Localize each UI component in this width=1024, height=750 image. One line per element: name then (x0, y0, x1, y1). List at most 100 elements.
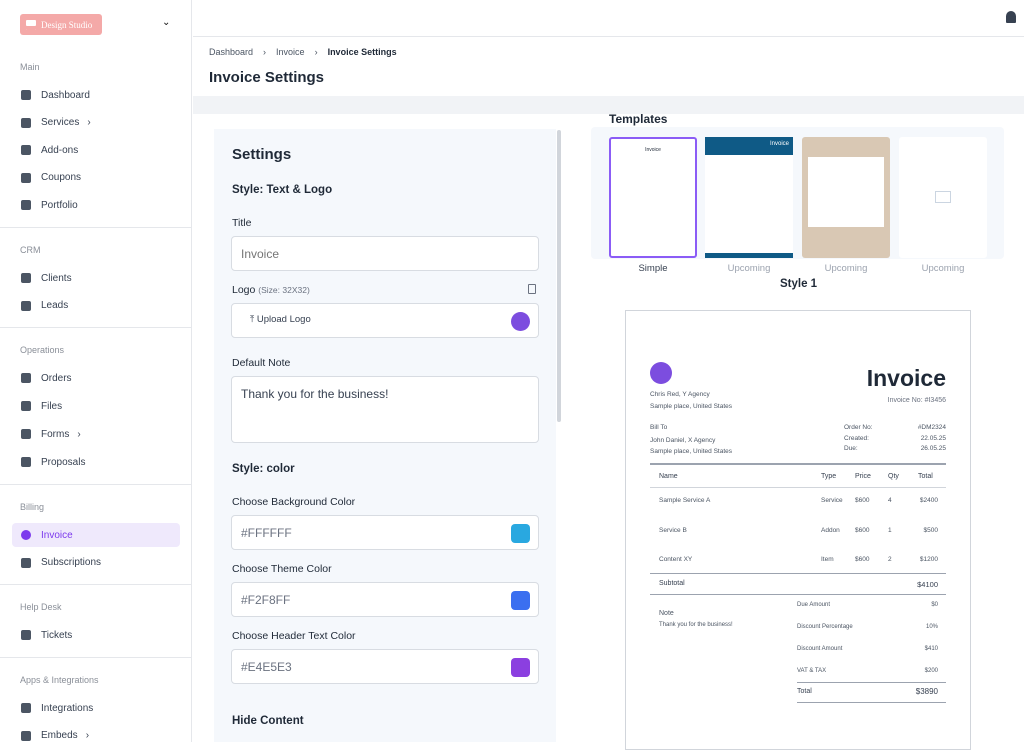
invoice-text: Created: (844, 434, 869, 442)
divider-band (193, 96, 1024, 114)
table-cell: 1 (888, 526, 892, 534)
puzzle-icon (21, 145, 31, 155)
sidebar-item-orders[interactable]: Orders (12, 366, 180, 390)
title-label: Title (232, 217, 252, 229)
default-note-textarea[interactable]: Thank you for the business! (231, 376, 539, 443)
sidebar-item-invoice[interactable]: Invoice (12, 523, 180, 547)
sidebar-item-add-ons[interactable]: Add-ons (12, 138, 180, 162)
section-label: Apps & Integrations (20, 675, 99, 685)
title-input[interactable] (231, 236, 539, 271)
logo-preview-icon (511, 312, 530, 331)
template-card[interactable]: Invoice (609, 137, 697, 258)
header-color-input[interactable]: #E4E5E3 (231, 649, 539, 684)
table-cell: Item (821, 556, 834, 563)
invoice-text: Sample place, United States (650, 448, 733, 455)
sidebar-item-services[interactable]: Services › (12, 111, 180, 135)
column-header: Qty (888, 473, 899, 480)
sidebar-item-portfolio[interactable]: Portfolio (12, 193, 180, 217)
user-icon (21, 300, 31, 311)
total-value: $3890 (915, 687, 938, 696)
invoice-preview: Invoice Invoice No: #I3456 Chris Red, Y Ag… (625, 310, 971, 750)
table-cell: Service (821, 497, 843, 504)
template-caption: Simple (638, 263, 668, 274)
sidebar-item-tickets[interactable]: Tickets (12, 623, 180, 647)
section-label: CRM (20, 245, 41, 255)
template-caption: Upcoming (921, 263, 965, 274)
header-color-swatch[interactable] (511, 658, 530, 677)
table-cell: Addon (821, 526, 840, 534)
bg-color-input[interactable]: #FFFFFF (231, 515, 539, 550)
template-caption: Upcoming (727, 263, 771, 274)
breadcrumb: Dashboard › Invoice › Invoice Settings (209, 47, 397, 57)
theme-color-input[interactable]: #F2F8FF (231, 582, 539, 617)
sidebar-item-embeds[interactable]: Embeds › (12, 724, 180, 748)
clients-icon (21, 273, 31, 283)
upload-logo-button[interactable]: ⤒ Upload Logo (231, 303, 539, 338)
chevron-right-icon: › (77, 428, 81, 440)
bell-icon[interactable] (1006, 11, 1016, 23)
summary-value: $0 (931, 602, 938, 608)
summary-value: $410 (924, 646, 938, 652)
brand-logo[interactable]: Design Studio (20, 14, 102, 35)
sidebar-item-forms[interactable]: Forms › (12, 422, 180, 446)
files-icon (21, 401, 31, 411)
default-note-label: Default Note (232, 357, 291, 369)
sidebar-item-clients[interactable]: Clients (12, 266, 180, 290)
breadcrumb-invoice[interactable]: Invoice (276, 47, 305, 57)
invoice-text: Total (797, 688, 812, 695)
sidebar-item-proposals[interactable]: Proposals (12, 450, 180, 474)
template-card[interactable] (802, 137, 890, 258)
invoice-text: Note (659, 610, 674, 617)
company-logo (650, 362, 672, 384)
meta-value: 22.05.25 (920, 434, 946, 442)
table-cell: $500 (923, 526, 938, 534)
briefcase-icon (21, 117, 31, 128)
theme-color-swatch[interactable] (511, 591, 530, 610)
sidebar-divider (0, 227, 191, 228)
bg-color-swatch[interactable] (511, 524, 530, 543)
trash-icon[interactable] (528, 284, 536, 294)
chevron-right-icon: › (85, 730, 90, 741)
theme-color-label: Choose Theme Color (232, 563, 332, 575)
table-cell: Service B (659, 526, 687, 534)
meta-value: 26.05.25 (920, 445, 946, 452)
invoice-text: John Daniel, X Agency (650, 437, 716, 444)
sidebar-item-leads[interactable]: Leads (12, 294, 180, 318)
table-cell: 4 (888, 497, 892, 504)
sidebar-divider (0, 327, 191, 328)
form-icon (21, 429, 31, 439)
sidebar-item-files[interactable]: Files (12, 394, 180, 418)
summary-value: $200 (924, 668, 938, 674)
section-label: Operations (20, 345, 65, 355)
style-text-logo-heading: Style: Text & Logo (232, 184, 333, 196)
plug-icon (21, 703, 31, 713)
invoice-text: Sample place, United States (650, 403, 733, 410)
hide-content-heading: Hide Content (232, 715, 304, 727)
monitor-icon (21, 557, 31, 568)
sidebar-item-dashboard[interactable]: Dashboard (12, 83, 180, 107)
invoice-text: Chris Red, Y Agency (650, 391, 710, 398)
templates-heading: Templates (609, 112, 668, 126)
breadcrumb-dashboard[interactable]: Dashboard (209, 47, 254, 57)
invoice-title: Invoice (866, 365, 946, 391)
sidebar-item-integrations[interactable]: Integrations (12, 696, 180, 720)
section-label: Billing (20, 502, 45, 512)
sidebar-item-coupons[interactable]: Coupons (12, 166, 180, 190)
table-cell: Content XY (659, 556, 693, 563)
meta-value: #DM2324 (917, 424, 946, 431)
sidebar-item-subscriptions[interactable]: Subscriptions (12, 551, 180, 575)
section-label: Help Desk (20, 602, 62, 612)
template-card[interactable] (899, 137, 987, 258)
page-title: Invoice Settings (209, 69, 325, 86)
scrollbar[interactable] (557, 130, 561, 422)
brand-icon (26, 19, 36, 30)
subtotal-value: $4100 (917, 580, 938, 589)
chevron-down-icon[interactable]: ⌄ (162, 17, 171, 28)
sidebar: Design Studio ⌄ Main Dashboard Services › Ad… (0, 0, 192, 742)
template-card[interactable]: Invoice (705, 137, 793, 258)
sidebar-divider (0, 657, 191, 658)
invoice-text: Subtotal (659, 580, 685, 587)
tag-icon (21, 172, 31, 183)
info-icon (21, 630, 31, 640)
column-header: Total (918, 473, 933, 480)
